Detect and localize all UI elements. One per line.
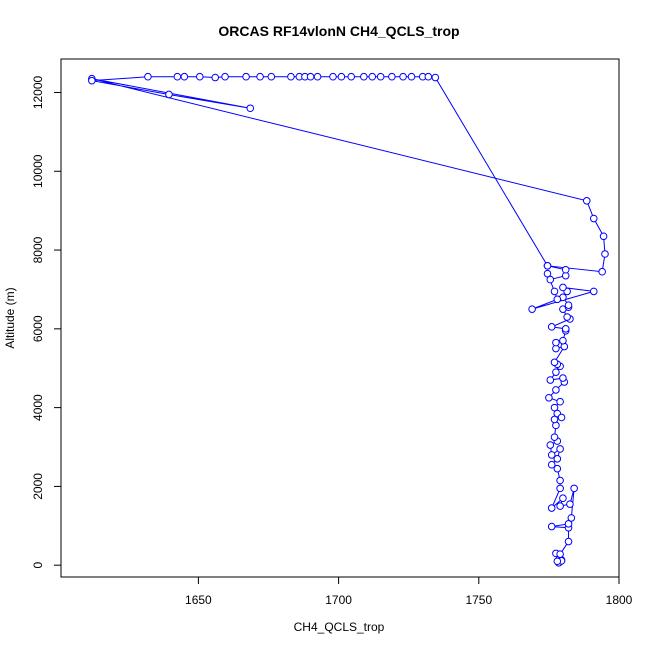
data-point xyxy=(601,250,609,258)
y-axis: 0 2000 4000 6000 8000 10000 12000 xyxy=(31,75,61,569)
data-point xyxy=(559,336,567,345)
data-point xyxy=(552,386,560,394)
data-point xyxy=(553,295,562,304)
data-point xyxy=(388,72,396,81)
x-tick-label: 1700 xyxy=(325,593,352,607)
data-point xyxy=(550,415,559,424)
data-point xyxy=(547,504,556,512)
x-tick-label: 1650 xyxy=(185,593,212,607)
plot-frame xyxy=(60,58,620,578)
data-point xyxy=(329,72,337,81)
data-point xyxy=(165,90,173,99)
data-point xyxy=(556,502,564,510)
data-point xyxy=(407,72,416,81)
data-point xyxy=(552,368,560,376)
data-point xyxy=(242,72,250,81)
data-point xyxy=(550,287,559,296)
data-point xyxy=(599,232,608,241)
data-point xyxy=(546,376,555,384)
data-point xyxy=(360,72,368,81)
series-line xyxy=(91,76,606,564)
x-tick-label: 1800 xyxy=(606,593,633,607)
data-point xyxy=(543,269,552,278)
data-point xyxy=(550,358,559,367)
data-point xyxy=(246,104,255,113)
data-point xyxy=(564,520,573,528)
data-point xyxy=(598,267,606,276)
data-point xyxy=(196,72,204,81)
x-axis-label: CH4_QCLS_trop xyxy=(294,620,385,634)
data-point xyxy=(221,72,229,81)
data-point xyxy=(570,484,578,493)
data-point xyxy=(256,72,264,81)
data-point xyxy=(547,522,556,531)
data-point xyxy=(556,550,564,558)
data-point xyxy=(347,72,356,81)
data-point xyxy=(556,476,564,485)
data-point xyxy=(545,393,553,402)
y-tick-label: 4000 xyxy=(31,394,45,421)
data-point xyxy=(559,374,567,382)
data-point xyxy=(287,72,295,81)
data-point xyxy=(564,301,573,310)
x-axis: 1650 1700 1750 1800 xyxy=(185,577,633,607)
data-point xyxy=(546,441,555,449)
y-tick-label: 12000 xyxy=(31,75,45,109)
data-point xyxy=(559,283,567,292)
x-tick-label: 1750 xyxy=(465,593,492,607)
data-point xyxy=(589,214,598,223)
data-point xyxy=(546,275,555,284)
data-point xyxy=(589,287,598,296)
data-point xyxy=(550,403,559,412)
data-point xyxy=(306,72,315,81)
data-point xyxy=(180,72,189,81)
data-point xyxy=(567,514,576,522)
data-point xyxy=(313,72,322,81)
data-point xyxy=(399,72,407,81)
data-point xyxy=(368,72,377,81)
data-point xyxy=(553,557,562,566)
series-layer xyxy=(88,72,609,567)
chart-title: ORCAS RF14vlonN CH4_QCLS_trop xyxy=(218,23,459,39)
data-point xyxy=(424,72,433,81)
data-point xyxy=(211,73,220,82)
data-point xyxy=(173,72,182,81)
data-point xyxy=(556,484,564,493)
data-point xyxy=(550,433,559,441)
data-point xyxy=(553,464,562,473)
data-point xyxy=(553,455,562,463)
data-point xyxy=(564,537,573,546)
data-point xyxy=(528,305,536,313)
y-tick-label: 0 xyxy=(31,562,45,569)
data-point xyxy=(267,72,276,81)
data-point xyxy=(547,323,556,331)
y-tick-label: 10000 xyxy=(31,154,45,188)
data-point xyxy=(337,72,346,81)
data-point xyxy=(376,72,385,81)
y-tick-label: 2000 xyxy=(31,473,45,500)
data-point xyxy=(547,460,556,469)
data-point xyxy=(557,413,566,422)
data-point xyxy=(563,313,571,321)
y-tick-label: 6000 xyxy=(31,315,45,342)
y-tick-label: 8000 xyxy=(31,236,45,263)
data-point xyxy=(543,262,552,270)
data-point xyxy=(556,445,564,453)
data-point xyxy=(552,338,560,347)
y-axis-label: Altitude (m) xyxy=(3,287,17,348)
data-point xyxy=(561,325,570,333)
data-point xyxy=(431,73,440,82)
data-point xyxy=(88,76,96,85)
data-point xyxy=(547,451,556,459)
data-point xyxy=(559,494,567,503)
data-point xyxy=(561,265,570,274)
data-point xyxy=(144,72,152,81)
data-point xyxy=(582,197,591,205)
data-point xyxy=(566,500,574,508)
data-point xyxy=(556,397,564,406)
